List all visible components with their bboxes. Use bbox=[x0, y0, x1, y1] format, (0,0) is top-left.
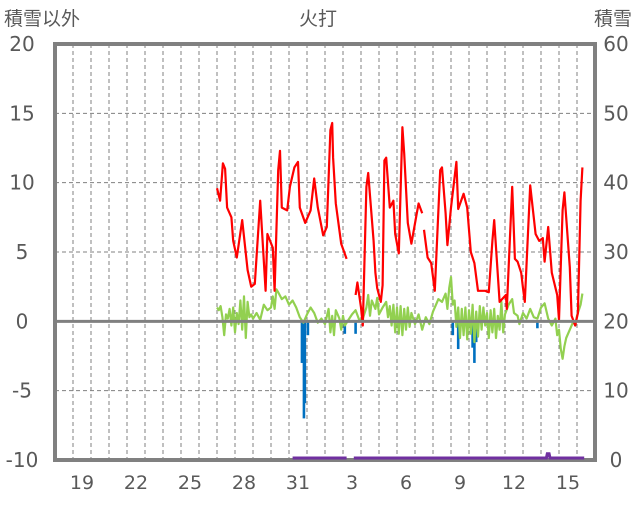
precip-bar bbox=[456, 321, 460, 350]
x-tick-label: 19 bbox=[70, 472, 94, 494]
left-axis-title: 積雪以外 bbox=[4, 8, 80, 30]
red-series-line bbox=[215, 121, 348, 292]
left-tick-label: 10 bbox=[9, 171, 34, 195]
plot-frame bbox=[53, 42, 597, 462]
x-tick-label: 25 bbox=[178, 472, 202, 494]
red-series-line bbox=[422, 160, 584, 327]
left-tick-label: -5 bbox=[12, 379, 32, 403]
right-tick-label: 30 bbox=[603, 240, 628, 264]
blue-bar-series bbox=[300, 321, 539, 419]
line-series bbox=[215, 121, 584, 360]
x-tick-label: 12 bbox=[502, 472, 526, 494]
right-axis-title: 積雪 bbox=[594, 8, 632, 30]
left-tick-label: 0 bbox=[16, 309, 29, 333]
x-tick-label: 15 bbox=[556, 472, 580, 494]
left-tick-label: 5 bbox=[16, 240, 29, 264]
x-axis-ticks: 19 22 25 28 31 3 6 9 12 15 bbox=[70, 472, 580, 494]
snow-depth-series bbox=[292, 452, 585, 460]
precip-bar bbox=[471, 321, 474, 348]
precip-bar bbox=[354, 321, 357, 334]
snow-depth-line bbox=[353, 452, 585, 460]
x-tick-label: 3 bbox=[346, 472, 358, 494]
right-tick-label: 20 bbox=[603, 309, 628, 333]
right-tick-label: 10 bbox=[603, 379, 628, 403]
chart-title: 火打 bbox=[299, 8, 337, 30]
precip-bar bbox=[474, 321, 478, 343]
red-series-line bbox=[354, 126, 424, 327]
x-tick-label: 22 bbox=[124, 472, 148, 494]
left-tick-label: 15 bbox=[9, 101, 34, 125]
precip-bar bbox=[451, 321, 455, 336]
x-tick-label: 31 bbox=[286, 472, 310, 494]
left-tick-label: -10 bbox=[6, 448, 39, 472]
right-tick-label: 50 bbox=[603, 101, 628, 125]
x-tick-label: 28 bbox=[232, 472, 256, 494]
precip-bar bbox=[343, 321, 347, 334]
left-axis-ticks: 20 15 10 5 0 -5 -10 bbox=[6, 32, 39, 472]
green-series-line bbox=[216, 275, 584, 360]
precip-bar bbox=[536, 321, 539, 329]
x-tick-label: 9 bbox=[454, 472, 466, 494]
left-tick-label: 20 bbox=[9, 32, 34, 56]
right-tick-label: 40 bbox=[603, 171, 628, 195]
precip-bar bbox=[306, 321, 310, 336]
right-tick-label: 60 bbox=[603, 32, 628, 56]
x-tick-label: 6 bbox=[400, 472, 412, 494]
precip-bar bbox=[303, 321, 307, 404]
right-tick-label: 0 bbox=[610, 448, 623, 472]
gridlines bbox=[55, 44, 595, 460]
right-axis-ticks: 60 50 40 30 20 10 0 bbox=[603, 32, 628, 472]
